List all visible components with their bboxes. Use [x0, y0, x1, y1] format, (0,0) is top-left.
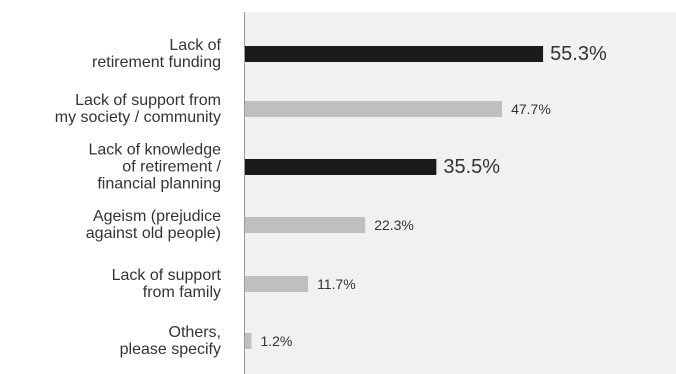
- category-label-2: Lack of knowledge of retirement / financia…: [88, 142, 221, 193]
- category-label-line: financial planning: [97, 176, 221, 193]
- bar-1: [245, 101, 503, 117]
- category-label-line: my society / community: [55, 109, 221, 126]
- bar-3: [245, 217, 366, 233]
- plot-background: [245, 12, 676, 374]
- category-label-5: Others, please specify: [120, 324, 221, 358]
- value-label-3: 22.3%: [374, 217, 414, 233]
- value-label-5: 1.2%: [260, 333, 292, 349]
- value-label-4: 11.7%: [317, 276, 356, 292]
- category-label-line: retirement funding: [92, 54, 221, 71]
- category-label-line: Lack of: [169, 37, 221, 54]
- bar-0: [245, 46, 544, 62]
- bars-group: 55.3% Lack of retirement funding 47.7% Lack …: [55, 37, 607, 358]
- category-label-line: against old people): [86, 225, 221, 242]
- bar-4: [245, 276, 309, 292]
- category-label-3: Ageism (prejudice against old people): [86, 208, 221, 242]
- category-label-line: Others,: [169, 324, 221, 341]
- value-label-0: 55.3%: [550, 43, 607, 65]
- category-label-line: from family: [143, 284, 221, 301]
- category-label-line: Lack of support from: [75, 92, 221, 109]
- value-label-2: 35.5%: [443, 156, 500, 178]
- category-label-0: Lack of retirement funding: [92, 37, 222, 71]
- category-label-line: Ageism (prejudice: [93, 208, 221, 225]
- category-label-line: of retirement /: [122, 159, 221, 176]
- bar-5: [245, 333, 252, 349]
- bar-2: [245, 159, 437, 175]
- value-label-1: 47.7%: [511, 101, 551, 117]
- category-label-line: Lack of support: [112, 267, 222, 284]
- category-label-4: Lack of support from family: [112, 267, 222, 301]
- category-label-line: please specify: [120, 341, 221, 358]
- category-label-line: Lack of knowledge: [88, 142, 221, 159]
- category-label-1: Lack of support from my society / communi…: [55, 92, 221, 126]
